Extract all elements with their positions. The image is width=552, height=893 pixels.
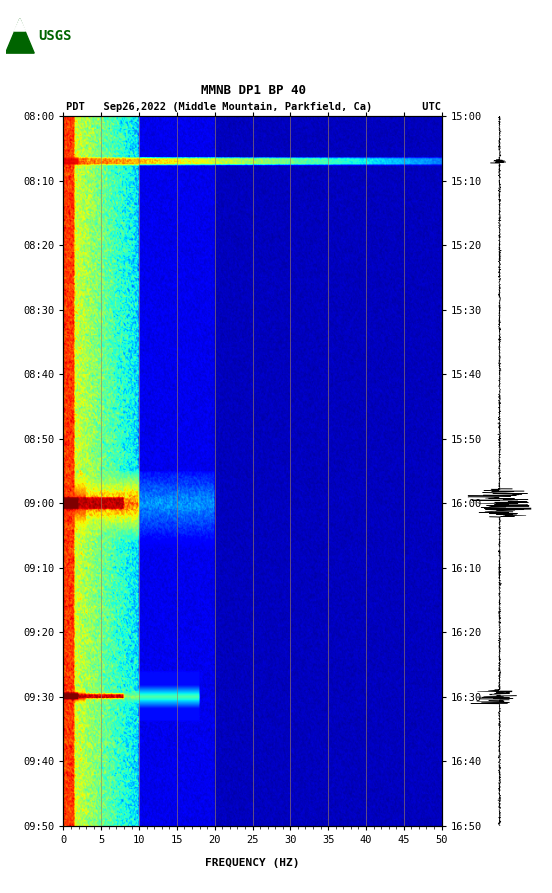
Text: MMNB DP1 BP 40: MMNB DP1 BP 40	[201, 84, 306, 97]
Text: USGS: USGS	[38, 29, 71, 43]
Polygon shape	[14, 19, 25, 31]
Polygon shape	[6, 19, 34, 53]
X-axis label: FREQUENCY (HZ): FREQUENCY (HZ)	[205, 858, 300, 868]
Text: PDT   Sep26,2022 (Middle Mountain, Parkfield, Ca)        UTC: PDT Sep26,2022 (Middle Mountain, Parkfie…	[66, 102, 442, 112]
